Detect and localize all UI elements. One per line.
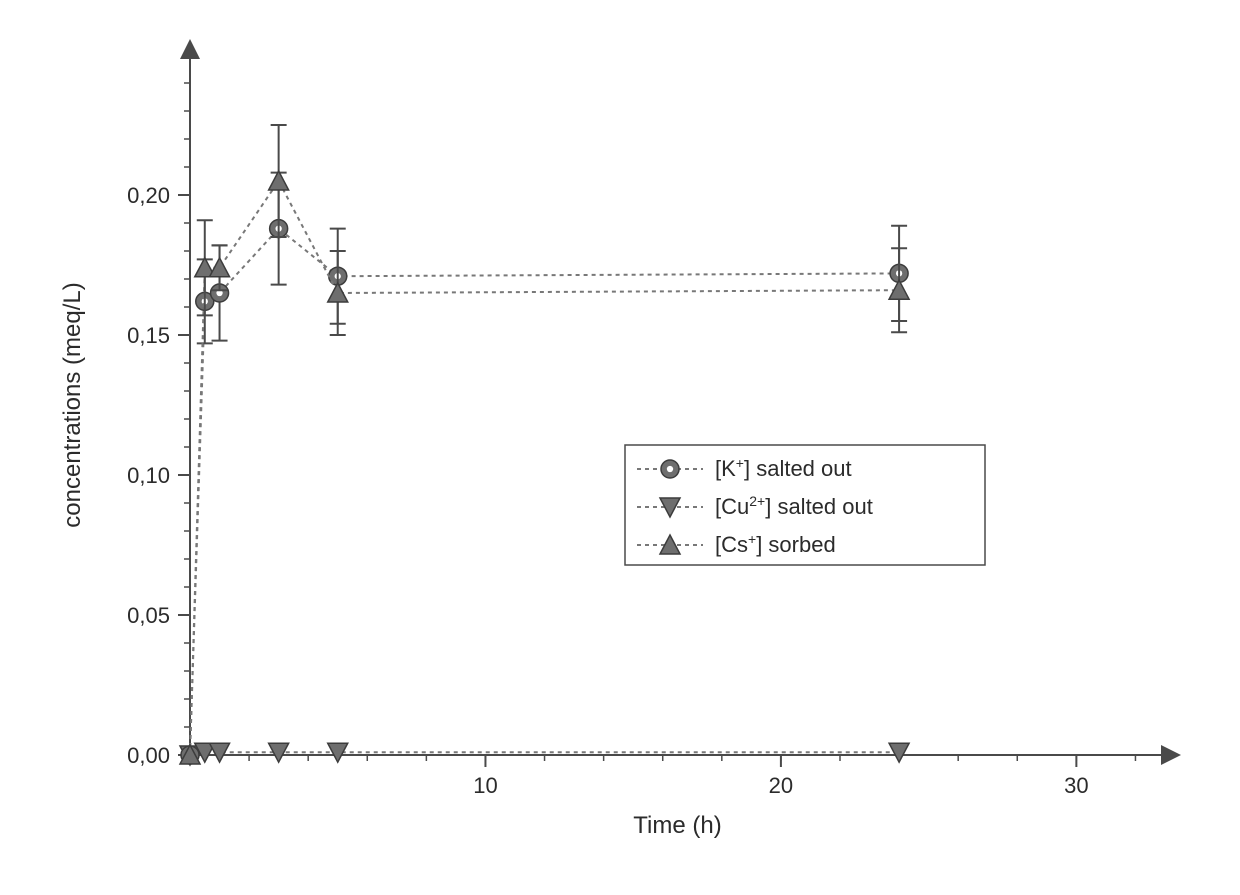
chart-svg: 10 20 30 0,00 0,05 0,10 0,15 0,20 Time (h) concen…: [0, 0, 1240, 895]
legend-label-Cu: [Cu2+] salted out: [715, 493, 873, 519]
chart-container: 10 20 30 0,00 0,05 0,10 0,15 0,20 Time (h) concen…: [0, 0, 1240, 895]
x-tick-label: 20: [769, 773, 793, 798]
x-tick-label: 30: [1064, 773, 1088, 798]
y-tick-label: 0,00: [127, 743, 170, 768]
y-axis-title: concentrations (meq/L): [59, 282, 86, 527]
x-tick-label: 10: [473, 773, 497, 798]
y-tick-label: 0,15: [127, 323, 170, 348]
legend-label-Cs: [Cs+] sorbed: [715, 531, 836, 557]
legend-label-K: [K+] salted out: [715, 455, 852, 481]
legend: [K+] salted out [Cu2+] salted out [Cs+] so…: [625, 445, 985, 565]
y-tick-label: 0,20: [127, 183, 170, 208]
y-tick-label: 0,10: [127, 463, 170, 488]
y-tick-label: 0,05: [127, 603, 170, 628]
x-axis-title: Time (h): [633, 812, 721, 839]
